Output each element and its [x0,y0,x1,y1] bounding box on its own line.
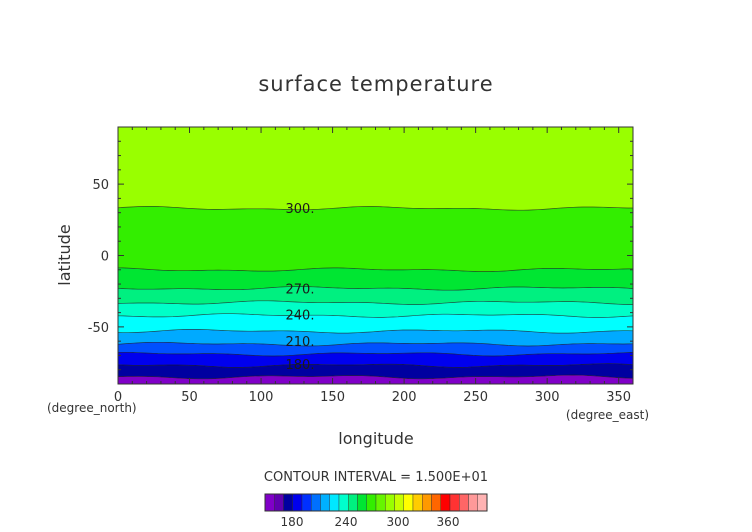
y-axis-label: latitude [55,224,74,285]
colorbar-swatch [468,493,478,512]
colorbar-swatch [394,493,404,512]
contour-line [117,313,634,318]
contour-band [118,342,633,356]
colorbar-swatch [264,493,275,512]
x-tick-label: 150 [320,390,345,405]
contour-label: 300. [286,202,315,217]
colorbar-swatch [366,493,377,512]
contour-band [118,267,633,291]
contour-line [117,267,633,272]
contour-line [117,329,634,334]
colorbar-swatch [329,493,340,512]
colorbar-swatch [412,493,423,512]
colorbar-swatch [311,493,321,512]
colorbar-tick-label: 240 [335,515,358,529]
y-unit-label: (degree_north) [47,401,137,415]
colorbar-frame [264,493,488,512]
colorbar-swatch [283,493,293,512]
contour-label: 240. [286,308,315,323]
contour-label: 210. [286,335,315,350]
x-tick-label: 50 [181,390,198,405]
colorbar-swatch [422,493,432,512]
colorbar-tick-label: 360 [437,515,460,529]
colorbar-swatch [320,493,330,512]
contour-line [117,341,634,347]
contour-line [117,363,634,368]
contour-band [118,300,633,318]
colorbar-swatch [292,493,303,512]
contour-band [118,329,633,346]
colorbar-swatch [440,493,451,512]
x-tick-label: 200 [392,390,417,405]
contour-line [118,351,634,357]
colorbar-swatch [338,493,349,512]
colorbar-tick-label: 300 [387,515,410,529]
x-tick-label: 100 [249,390,274,405]
colorbar-tick-label: 180 [281,515,304,529]
colorbar-swatch [477,493,488,512]
contour-line [117,374,634,380]
x-axis-label: longitude [338,429,413,448]
contour-band [118,206,633,272]
contour-interval-label: CONTOUR INTERVAL = 1.500E+01 [264,470,488,485]
colorbar: 180 240 300 360 [264,493,488,529]
contour-label: 270. [286,283,315,298]
colorbar-swatch [274,493,284,512]
contour-line [117,286,634,291]
colorbar-swatch [385,493,395,512]
y-tick-label: 50 [92,178,109,193]
y-tick-label: 0 [101,250,109,265]
colorbar-swatch [301,493,312,512]
contour-band [118,286,633,305]
x-tick-label: 250 [463,390,488,405]
colorbar-swatch [403,493,414,512]
y-tick-label: -50 [88,321,109,336]
colorbar-swatch [459,493,469,512]
contour-line [117,300,634,305]
x-tick-label: 300 [535,390,560,405]
contour-band [118,313,633,334]
x-tick-label: 350 [606,390,631,405]
plot-area: 300. 270. 240. 210. 180. 0 50 100 150 200 250 300 35… [88,126,634,405]
colorbar-swatch [357,493,367,512]
colorbar-swatch [431,493,441,512]
colorbar-swatch [449,493,460,512]
contour-band [118,127,633,211]
x-unit-label: (degree_east) [566,408,649,422]
contour-line [117,206,633,211]
x-tick-label: 0 [114,390,122,405]
colorbar-swatch [348,493,358,512]
chart-title: surface temperature [258,72,493,96]
colorbar-swatch [375,493,386,512]
contour-label: 180. [286,358,315,373]
